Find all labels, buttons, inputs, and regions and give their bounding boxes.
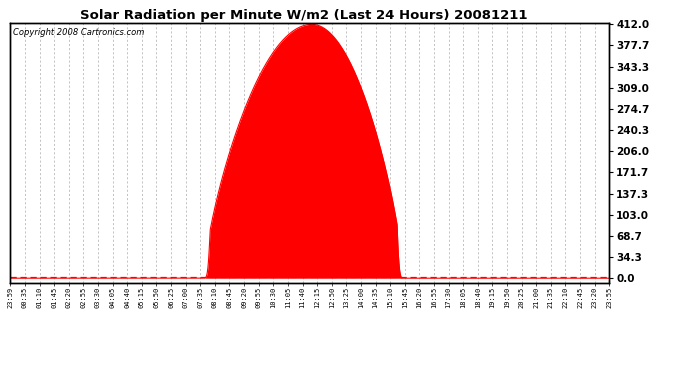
Text: Copyright 2008 Cartronics.com: Copyright 2008 Cartronics.com [13,28,145,37]
Text: Solar Radiation per Minute W/m2 (Last 24 Hours) 20081211: Solar Radiation per Minute W/m2 (Last 24… [80,9,527,22]
